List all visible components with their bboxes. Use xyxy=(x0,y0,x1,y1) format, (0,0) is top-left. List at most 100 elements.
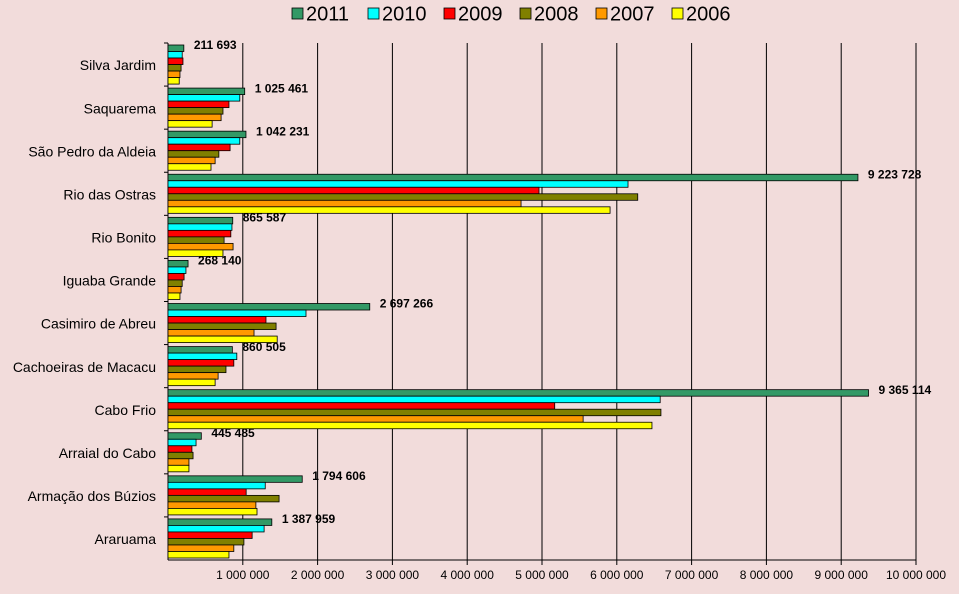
bar xyxy=(167,137,241,145)
bar xyxy=(167,94,241,102)
x-tick-label: 4 000 000 xyxy=(441,568,495,582)
bar xyxy=(167,501,257,509)
bar xyxy=(167,279,183,287)
legend-label: 2007 xyxy=(610,3,655,25)
y-tick-label: Saquarema xyxy=(84,100,157,116)
bar xyxy=(167,432,202,440)
legend-swatch xyxy=(443,7,456,20)
bar xyxy=(167,352,238,361)
bar xyxy=(167,100,230,109)
y-tick-label: Cachoeiras de Macacu xyxy=(13,359,156,375)
bar xyxy=(167,120,213,128)
bar xyxy=(167,551,230,559)
bar xyxy=(167,186,540,195)
bar xyxy=(167,475,303,483)
x-tick-label: 8 000 000 xyxy=(740,568,794,582)
bar xyxy=(167,316,267,324)
bar xyxy=(167,488,247,496)
legend-label: 2006 xyxy=(686,3,731,25)
bar xyxy=(167,173,859,182)
data-label: 211 693 xyxy=(194,38,237,52)
bar xyxy=(167,150,220,158)
legend-label: 2010 xyxy=(382,3,427,25)
bar xyxy=(167,242,234,251)
x-tick-label: 5 000 000 xyxy=(515,568,569,582)
bar xyxy=(167,481,266,490)
bar xyxy=(167,415,584,423)
bar xyxy=(167,292,181,300)
bar xyxy=(167,229,232,238)
data-label: 1 387 959 xyxy=(282,512,336,526)
data-label: 1 025 461 xyxy=(255,81,309,95)
bar xyxy=(167,260,189,268)
bar xyxy=(167,70,181,78)
x-tick-label: 10 000 000 xyxy=(886,568,946,582)
bar xyxy=(167,309,307,317)
bar xyxy=(167,303,371,311)
legend-label: 2009 xyxy=(458,3,503,25)
bar xyxy=(167,438,197,447)
bar xyxy=(167,223,233,231)
bar xyxy=(167,236,225,244)
bar xyxy=(167,518,273,526)
bar xyxy=(167,199,522,208)
bar xyxy=(167,329,255,337)
bar xyxy=(167,87,246,95)
bar xyxy=(167,494,280,503)
data-label: 1 042 231 xyxy=(256,124,310,138)
bar xyxy=(167,57,184,65)
bar xyxy=(167,44,185,52)
bar xyxy=(167,156,216,165)
bar xyxy=(167,464,190,473)
bar xyxy=(167,458,190,466)
x-tick-label: 1 000 000 xyxy=(216,568,270,582)
bar xyxy=(167,408,662,417)
bar xyxy=(167,130,247,139)
legend-swatch xyxy=(291,7,304,20)
data-label: 2 697 266 xyxy=(380,297,434,311)
bar xyxy=(167,249,224,257)
bar xyxy=(167,395,661,404)
legend-label: 2008 xyxy=(534,3,579,25)
y-tick-label: Rio das Ostras xyxy=(63,186,156,202)
bar xyxy=(167,266,187,274)
bar xyxy=(167,451,194,460)
x-tick-label: 3 000 000 xyxy=(366,568,420,582)
bar xyxy=(167,180,629,188)
bar xyxy=(167,193,639,201)
legend-swatch xyxy=(671,7,684,20)
bar xyxy=(167,335,278,343)
y-tick-label: Silva Jardim xyxy=(80,57,156,73)
bar xyxy=(167,378,216,387)
bar xyxy=(167,359,235,367)
y-tick-label: Casimiro de Abreu xyxy=(41,316,156,332)
bar xyxy=(167,346,233,354)
y-tick-label: Armação dos Búzios xyxy=(28,488,156,504)
bar xyxy=(167,113,222,122)
y-tick-label: São Pedro da Aldeia xyxy=(28,143,156,159)
bar xyxy=(167,389,869,397)
bar xyxy=(167,322,277,330)
bar xyxy=(167,525,265,533)
bar xyxy=(167,216,234,225)
legend-label: 2011 xyxy=(306,3,349,25)
data-label: 268 140 xyxy=(198,254,242,268)
x-tick-label: 9 000 000 xyxy=(815,568,869,582)
bar xyxy=(167,206,611,214)
data-label: 865 587 xyxy=(243,211,287,225)
bar xyxy=(167,51,183,59)
y-tick-label: Iguaba Grande xyxy=(63,273,157,289)
bar xyxy=(167,77,180,85)
y-tick-label: Cabo Frio xyxy=(95,402,157,418)
bar xyxy=(167,273,185,281)
bar xyxy=(167,445,193,453)
bar xyxy=(167,64,182,72)
data-label: 1 794 606 xyxy=(312,469,366,483)
bar xyxy=(167,143,231,152)
bar xyxy=(167,508,258,516)
bar xyxy=(167,538,245,546)
legend-swatch xyxy=(595,7,608,20)
bar xyxy=(167,107,224,115)
bar xyxy=(167,286,182,294)
